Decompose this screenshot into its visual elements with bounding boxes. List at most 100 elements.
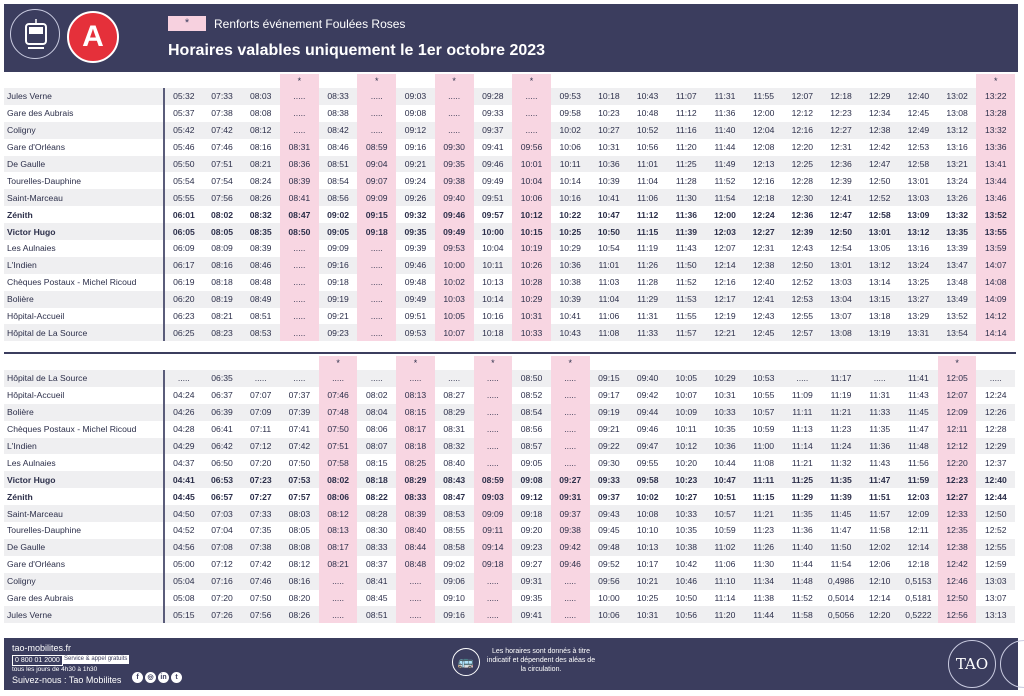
departure-time: 06:39: [202, 403, 242, 421]
departure-time: 09:42: [628, 386, 667, 404]
departure-time: 11:55: [744, 88, 783, 105]
departure-time: 10:00: [434, 256, 474, 274]
departure-time: 06:17: [164, 256, 203, 274]
departure-time: 08:22: [357, 488, 397, 506]
footer-banner: tao-mobilites.fr 0 800 01 2000 Service &…: [4, 638, 1024, 690]
departure-time: 08:12: [241, 121, 281, 139]
departure-time: 14:08: [976, 273, 1016, 291]
departure-time: 11:50: [666, 256, 706, 274]
departure-time: 11:51: [860, 488, 900, 506]
departure-time: .....: [473, 420, 513, 438]
stop-name: Les Aulnaies: [4, 454, 165, 472]
departure-time: 09:43: [589, 505, 629, 523]
departure-time: 07:54: [202, 172, 242, 190]
phone-number[interactable]: 0 800 01 2000: [12, 655, 63, 666]
departure-time: 13:03: [976, 572, 1016, 590]
departure-time: 09:53: [396, 324, 435, 342]
departure-time: 12:23: [937, 471, 977, 489]
departure-time: 12:09: [899, 505, 938, 523]
timetable-row: Les Aulnaies 04:37 06:50 07:20 07:50 07:58 08:…: [4, 454, 1016, 472]
departure-time: 11:52: [783, 589, 822, 607]
departure-time: 09:52: [589, 555, 629, 573]
departure-time: 08:44: [396, 538, 435, 556]
departure-time: 13:39: [937, 240, 977, 257]
departure-time: 12:45: [744, 324, 783, 342]
departure-time: 07:33: [202, 88, 242, 105]
departure-time: 12:39: [821, 172, 861, 190]
departure-time: 13:02: [937, 88, 977, 105]
departure-time: .....: [357, 256, 397, 274]
departure-time: 11:50: [821, 538, 861, 556]
departure-time: 12:04: [744, 121, 783, 139]
departure-time: .....: [280, 307, 319, 325]
linkedin-icon[interactable]: in: [158, 672, 169, 683]
departure-time: .....: [550, 370, 590, 387]
departure-time: 07:50: [318, 420, 358, 438]
departure-time: 10:56: [666, 606, 706, 624]
departure-time: 12:30: [783, 189, 822, 207]
departure-time: 12:43: [783, 240, 822, 257]
departure-time: 07:37: [280, 386, 319, 404]
departure-time: 10:16: [473, 307, 513, 325]
departure-time: 12:36: [821, 155, 861, 173]
timetable-row: Zénith 04:45 06:57 07:27 07:57 08:06 08:22 08:3…: [4, 488, 1016, 506]
departure-time: 0,4986: [821, 572, 861, 590]
departure-time: 12:42: [860, 138, 900, 156]
departure-time: 10:07: [666, 386, 706, 404]
departure-time: 13:15: [860, 290, 900, 308]
departure-time: 12:46: [937, 572, 977, 590]
departure-time: 07:07: [241, 386, 281, 404]
departure-time: 11:58: [783, 606, 822, 624]
departure-time: 08:56: [318, 189, 358, 207]
departure-time: 08:06: [318, 488, 358, 506]
departure-time: .....: [164, 370, 203, 387]
departure-time: 11:35: [821, 471, 861, 489]
timetable-row: Jules Verne 05:32 07:33 08:03..... 08:33....…: [4, 88, 1016, 105]
departure-time: 10:26: [512, 256, 551, 274]
departure-time: 12:31: [744, 240, 783, 257]
departure-time: 13:32: [937, 206, 977, 224]
departure-time: 08:12: [280, 555, 319, 573]
departure-time: 12:41: [744, 290, 783, 308]
departure-time: 09:41: [512, 606, 551, 624]
departure-time: 07:46: [241, 572, 281, 590]
website-link[interactable]: tao-mobilites.fr: [12, 643, 72, 653]
departure-time: 10:36: [589, 155, 629, 173]
departure-time: 11:30: [666, 189, 706, 207]
stop-name: De Gaulle: [4, 538, 165, 556]
timetable-row: Chèques Postaux - Michel Ricoud 06:19 08:1…: [4, 273, 1016, 291]
departure-time: 13:29: [899, 307, 938, 325]
instagram-icon[interactable]: ◎: [145, 672, 156, 683]
departure-time: 08:57: [512, 437, 551, 455]
departure-time: 11:21: [821, 403, 861, 421]
departure-time: 10:04: [473, 240, 513, 257]
departure-time: 05:08: [164, 589, 203, 607]
departure-time: 12:27: [937, 488, 977, 506]
departure-time: 11:25: [666, 155, 706, 173]
departure-time: 11:28: [628, 273, 667, 291]
departure-time: 11:35: [860, 420, 900, 438]
departure-time: 10:13: [628, 538, 667, 556]
departure-time: .....: [280, 104, 319, 122]
departure-time: 09:57: [473, 206, 513, 224]
departure-time: 11:23: [744, 522, 783, 539]
departure-time: 08:08: [241, 104, 281, 122]
departure-time: 08:58: [434, 538, 474, 556]
facebook-icon[interactable]: f: [132, 672, 143, 683]
timetable-row: Saint-Marceau 05:55 07:56 08:26 08:41 08:56 09…: [4, 189, 1016, 207]
departure-time: 11:08: [744, 454, 783, 472]
departure-time: 12:33: [937, 505, 977, 523]
twitter-icon[interactable]: t: [171, 672, 182, 683]
departure-time: .....: [280, 273, 319, 291]
departure-time: .....: [976, 370, 1016, 387]
departure-time: 07:56: [202, 189, 242, 207]
departure-time: 08:39: [280, 172, 319, 190]
departure-time: 09:21: [589, 420, 629, 438]
departure-time: 0,5222: [899, 606, 938, 624]
departure-time: 07:41: [280, 420, 319, 438]
departure-time: 11:43: [666, 240, 706, 257]
departure-time: 08:39: [396, 505, 435, 523]
departure-time: .....: [357, 290, 397, 308]
departure-time: 08:54: [318, 172, 358, 190]
timetable-row: Saint-Marceau 04:50 07:03 07:33 08:03 08:12 08…: [4, 505, 1016, 523]
